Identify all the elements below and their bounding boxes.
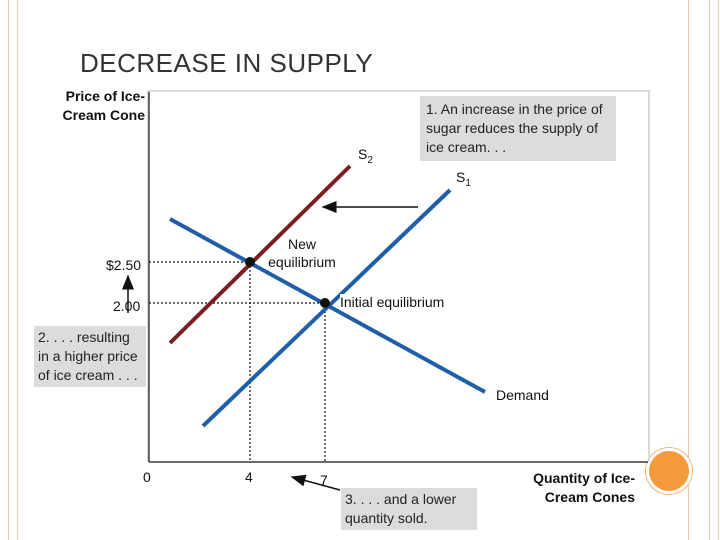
decorative-orange-circle [646,448,692,494]
callout-step2: 2. . . . resulting in a higher price of … [34,326,146,387]
callout-step1: 1. An increase in the price of sugar red… [420,96,616,161]
slide-frame-left [8,0,18,540]
x-tick-0: 0 [143,469,151,485]
initial-equilibrium-point [320,298,330,308]
s1-label: S1 [456,169,471,189]
new-equilibrium-point [245,257,255,267]
quantity-down-arrow [290,474,341,491]
s2-label: S2 [358,146,373,166]
demand-label: Demand [496,387,549,403]
x-tick-7: 7 [320,472,328,488]
supply-curve-s1 [201,188,452,428]
initial-equilibrium-label: Initial equilibrium [340,294,445,310]
slide-title: DECREASE IN SUPPLY [80,48,374,78]
x-tick-4: 4 [245,469,253,485]
new-equilibrium-label: New equilibrium [268,236,336,270]
supply-curve-s2 [168,164,352,345]
y-tick-2-00: 2.00 [113,298,141,314]
slide-frame-right [688,0,719,540]
x-axis-label: Quantity of Ice-Cream Cones [533,470,635,505]
y-axis-label: Price of Ice-Cream Cone [62,88,145,123]
callout-step3: 3. . . . and a lower quantity sold. [341,488,477,530]
y-tick-2-50: $2.50 [106,257,142,273]
